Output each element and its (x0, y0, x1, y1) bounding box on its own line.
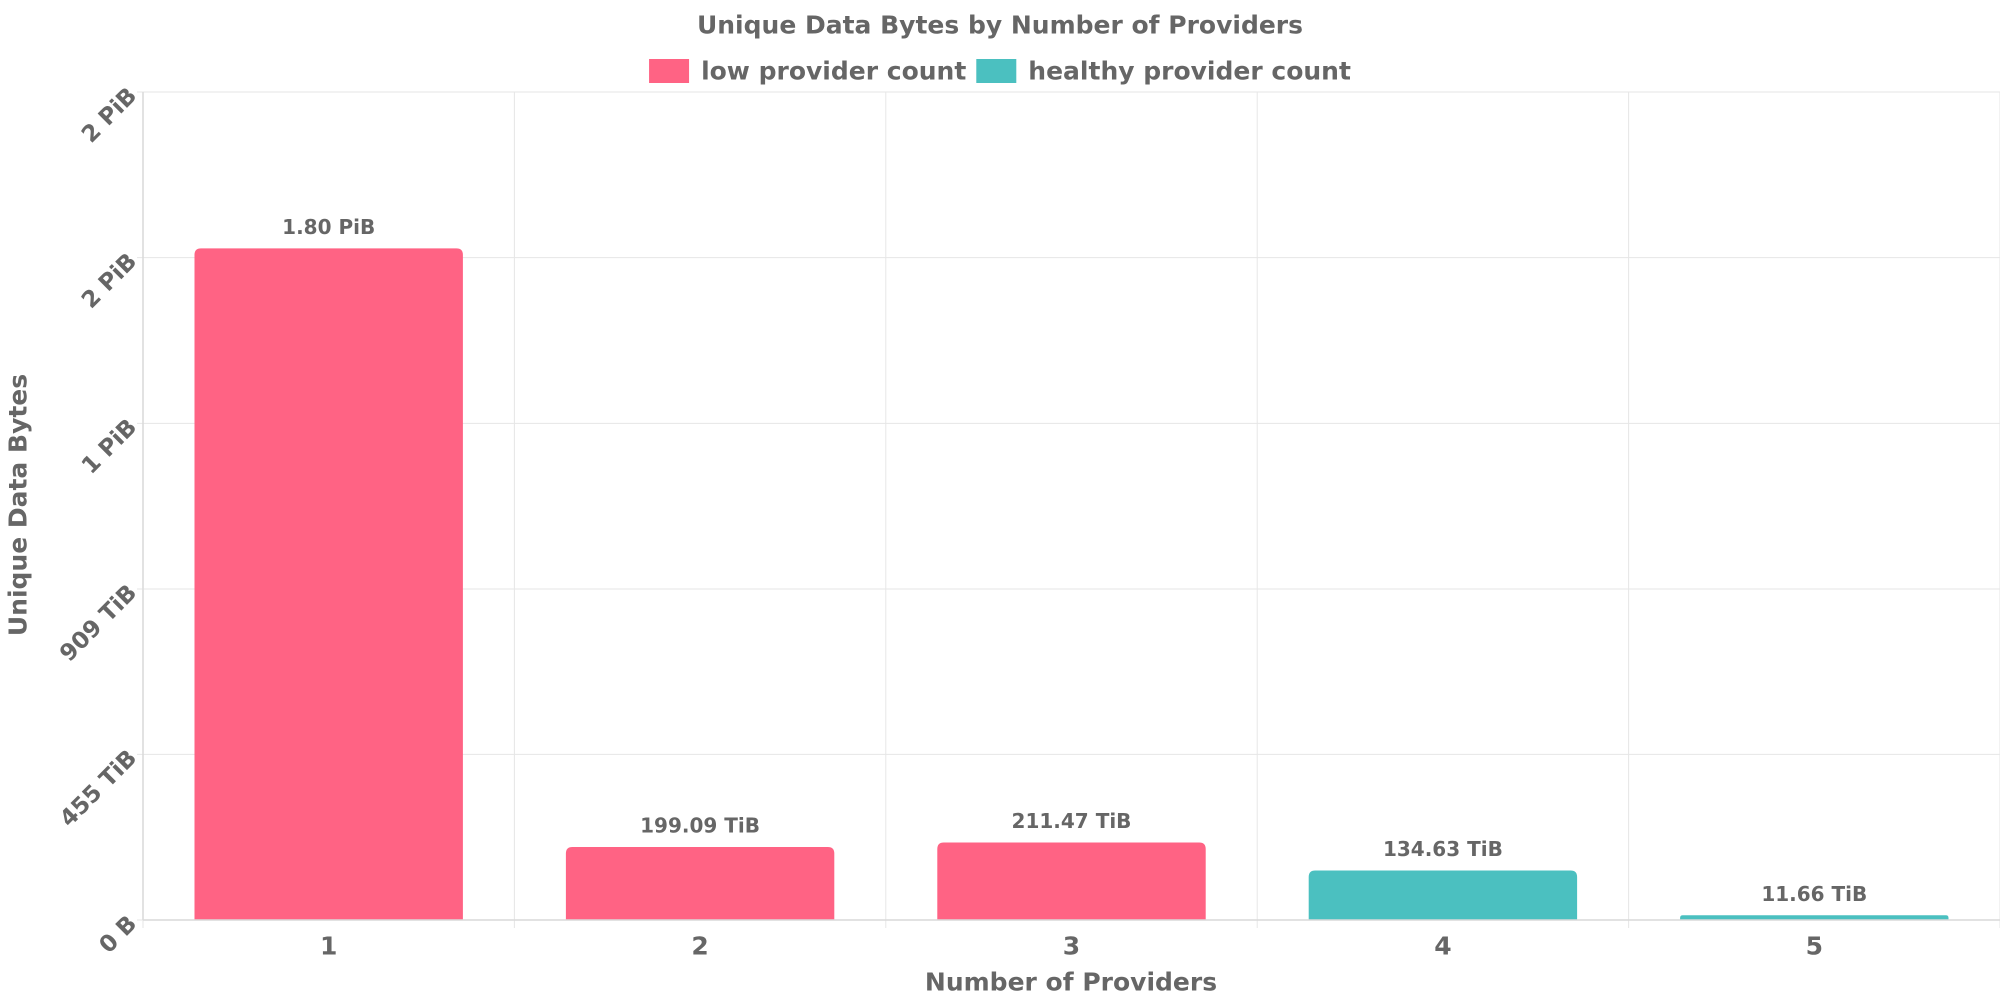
x-tick-label: 5 (1806, 932, 1823, 961)
chart-title: Unique Data Bytes by Number of Providers (697, 11, 1303, 40)
x-tick-label: 4 (1434, 932, 1451, 961)
bar[interactable] (1308, 870, 1578, 921)
bar[interactable] (1680, 915, 1949, 921)
y-tick-label: 2 PiB (77, 83, 142, 148)
legend-swatch (976, 59, 1017, 83)
legend-item[interactable]: low provider count (649, 57, 966, 86)
legend-label: low provider count (701, 57, 966, 86)
bar-value-label: 1.80 PiB (282, 215, 375, 239)
y-tick-label: 455 TiB (55, 745, 142, 832)
x-axis-title: Number of Providers (925, 968, 1217, 997)
bar[interactable] (194, 248, 463, 921)
data-labels: 1.80 PiB 199.09 TiB 211.47 TiB 134.63 TiB 11… (282, 215, 1867, 906)
legend-swatch (649, 59, 690, 83)
y-tick-label: 0 B (94, 911, 142, 959)
bar-value-label: 199.09 TiB (640, 814, 760, 838)
y-tick-label: 1 PiB (77, 414, 142, 479)
x-tick-label: 3 (1063, 932, 1080, 961)
bar-value-label: 134.63 TiB (1383, 837, 1503, 861)
x-tick-label: 2 (691, 932, 708, 961)
bar-value-label: 11.66 TiB (1761, 882, 1867, 906)
legend-label: healthy provider count (1028, 57, 1351, 86)
x-tick-label: 1 (320, 932, 337, 961)
bar-value-label: 211.47 TiB (1012, 809, 1132, 833)
legend-item[interactable]: healthy provider count (976, 57, 1351, 86)
y-tick-label: 2 PiB (77, 248, 142, 313)
y-axis-title: Unique Data Bytes (4, 374, 33, 636)
bar[interactable] (565, 847, 835, 921)
y-tick-label: 909 TiB (55, 580, 142, 667)
bars (194, 248, 1949, 921)
bar[interactable] (937, 842, 1206, 921)
legend[interactable]: low provider count healthy provider count (649, 57, 1351, 86)
